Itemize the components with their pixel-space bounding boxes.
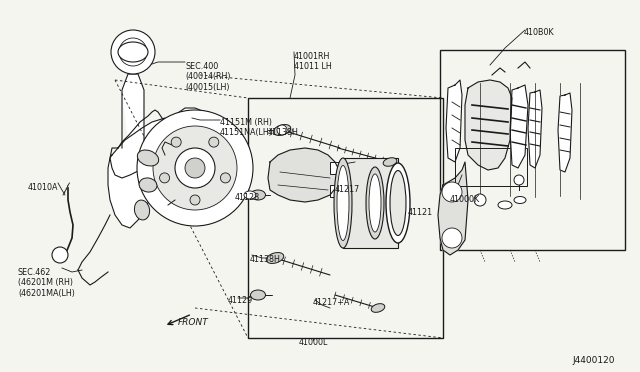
Circle shape bbox=[442, 182, 462, 202]
Ellipse shape bbox=[266, 253, 284, 263]
Circle shape bbox=[190, 195, 200, 205]
Text: FRONT: FRONT bbox=[178, 318, 209, 327]
Text: 41217: 41217 bbox=[335, 185, 360, 194]
Ellipse shape bbox=[273, 125, 291, 135]
Polygon shape bbox=[465, 80, 512, 170]
Ellipse shape bbox=[334, 158, 352, 248]
Circle shape bbox=[277, 125, 287, 135]
Ellipse shape bbox=[390, 170, 406, 235]
Ellipse shape bbox=[118, 42, 148, 62]
Circle shape bbox=[111, 30, 155, 74]
Text: 41121: 41121 bbox=[408, 208, 433, 217]
Polygon shape bbox=[510, 85, 528, 168]
Ellipse shape bbox=[337, 166, 349, 241]
Circle shape bbox=[52, 247, 68, 263]
Text: 41138H: 41138H bbox=[268, 128, 299, 137]
Polygon shape bbox=[438, 162, 468, 255]
Circle shape bbox=[171, 137, 181, 147]
Ellipse shape bbox=[134, 200, 150, 220]
Ellipse shape bbox=[514, 196, 526, 203]
Text: SEC.462
(46201M (RH)
(46201MA(LH): SEC.462 (46201M (RH) (46201MA(LH) bbox=[18, 268, 75, 298]
Circle shape bbox=[153, 126, 237, 210]
Polygon shape bbox=[108, 118, 180, 228]
Polygon shape bbox=[172, 108, 222, 222]
Ellipse shape bbox=[250, 290, 266, 300]
Text: 41000L: 41000L bbox=[298, 338, 328, 347]
Circle shape bbox=[442, 228, 462, 248]
Circle shape bbox=[137, 110, 253, 226]
Circle shape bbox=[474, 194, 486, 206]
Circle shape bbox=[159, 173, 170, 183]
Bar bbox=[248, 98, 443, 338]
Bar bbox=[330, 185, 342, 197]
Text: 41138H: 41138H bbox=[250, 255, 281, 264]
Text: 410B0K: 410B0K bbox=[524, 28, 555, 37]
Ellipse shape bbox=[369, 174, 381, 232]
Text: 41010A: 41010A bbox=[28, 183, 58, 192]
Ellipse shape bbox=[371, 304, 385, 312]
Polygon shape bbox=[558, 93, 572, 172]
Polygon shape bbox=[446, 80, 462, 162]
Circle shape bbox=[209, 137, 219, 147]
Ellipse shape bbox=[386, 163, 410, 243]
Ellipse shape bbox=[244, 191, 256, 199]
Text: 41129: 41129 bbox=[228, 296, 253, 305]
Polygon shape bbox=[528, 90, 542, 168]
Bar bbox=[455, 148, 527, 186]
Circle shape bbox=[514, 175, 524, 185]
Ellipse shape bbox=[383, 158, 397, 166]
Text: 41000K: 41000K bbox=[450, 195, 480, 204]
Ellipse shape bbox=[139, 178, 157, 192]
Bar bbox=[343, 158, 398, 248]
Bar bbox=[330, 162, 342, 174]
Circle shape bbox=[185, 158, 205, 178]
Text: 41151M (RH)
41151NA(LH): 41151M (RH) 41151NA(LH) bbox=[220, 118, 273, 137]
Circle shape bbox=[220, 173, 230, 183]
Circle shape bbox=[119, 38, 147, 66]
Ellipse shape bbox=[366, 167, 384, 239]
Ellipse shape bbox=[138, 150, 159, 166]
Text: J4400120: J4400120 bbox=[572, 356, 614, 365]
Text: 41001RH
41011 LH: 41001RH 41011 LH bbox=[294, 52, 332, 71]
Ellipse shape bbox=[250, 190, 266, 200]
Text: SEC.400
(40014(RH)
(40015(LH): SEC.400 (40014(RH) (40015(LH) bbox=[185, 62, 230, 92]
Text: 41128: 41128 bbox=[235, 193, 260, 202]
Text: 41217+A: 41217+A bbox=[313, 298, 350, 307]
Polygon shape bbox=[268, 148, 340, 202]
Ellipse shape bbox=[498, 201, 512, 209]
Polygon shape bbox=[122, 74, 144, 148]
Circle shape bbox=[175, 148, 215, 188]
Bar bbox=[440, 50, 625, 250]
